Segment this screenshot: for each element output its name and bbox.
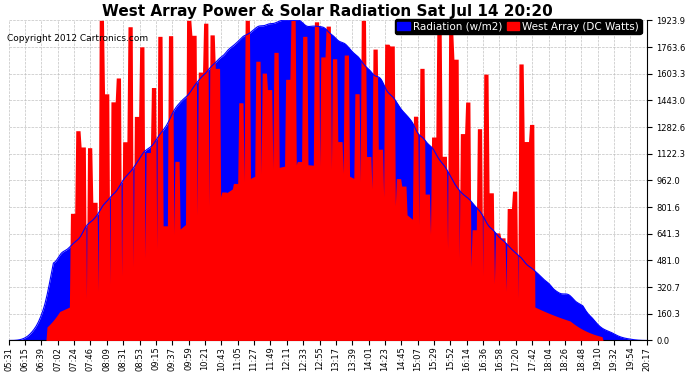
Title: West Array Power & Solar Radiation Sat Jul 14 20:20: West Array Power & Solar Radiation Sat J…: [102, 4, 553, 19]
Text: Copyright 2012 Cartronics.com: Copyright 2012 Cartronics.com: [7, 34, 148, 43]
Legend: Radiation (w/m2), West Array (DC Watts): Radiation (w/m2), West Array (DC Watts): [395, 19, 642, 34]
